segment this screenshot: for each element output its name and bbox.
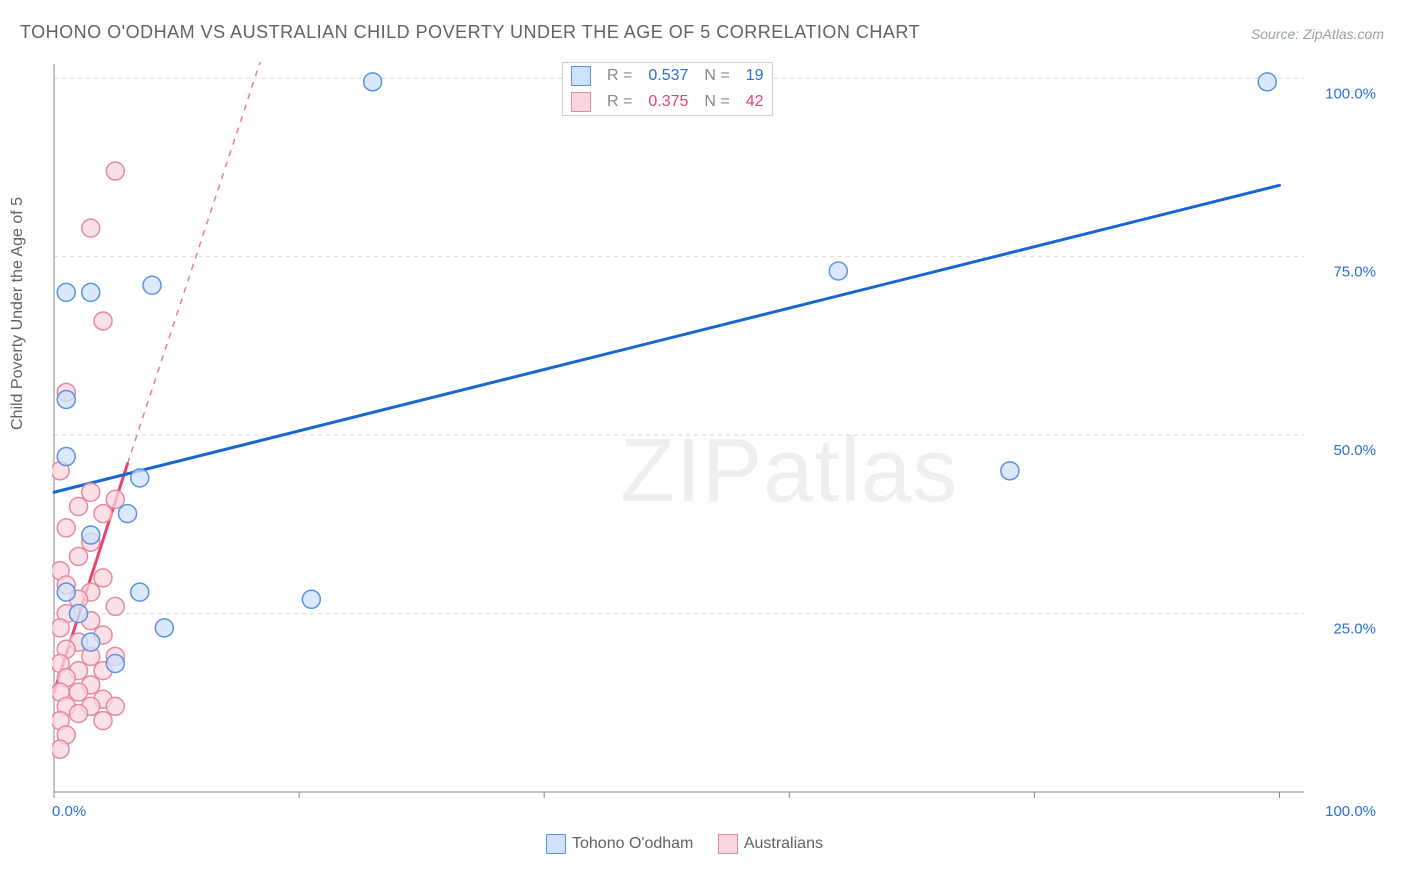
scatter-chart: 25.0% 50.0% 75.0% 100.0% 0.0% 100.0% [52, 62, 1384, 822]
legend-label: Tohono O'odham [572, 835, 693, 853]
stat-value: 0.375 [640, 89, 696, 115]
svg-text:100.0%: 100.0% [1325, 803, 1376, 820]
svg-text:25.0%: 25.0% [1333, 621, 1376, 638]
legend-label: Australians [744, 835, 823, 853]
legend-stats-row: R = 0.375 N = 42 [563, 89, 772, 115]
svg-text:75.0%: 75.0% [1333, 264, 1376, 281]
source-label: Source: ZipAtlas.com [1251, 26, 1384, 42]
legend-stats-row: R = 0.537 N = 19 [563, 63, 772, 89]
svg-text:100.0%: 100.0% [1325, 85, 1376, 102]
stat-value: 0.537 [640, 63, 696, 89]
stat-value: 19 [738, 63, 772, 89]
blue-swatch-icon [571, 66, 591, 86]
svg-text:0.0%: 0.0% [52, 803, 86, 820]
stat-label: N = [696, 89, 737, 115]
stat-label: R = [599, 63, 640, 89]
svg-text:50.0%: 50.0% [1333, 442, 1376, 459]
stat-label: N = [696, 63, 737, 89]
stat-label: R = [599, 89, 640, 115]
legend-stats: R = 0.537 N = 19 R = 0.375 N = 42 [562, 62, 773, 116]
stat-value: 42 [738, 89, 772, 115]
legend-series: Tohono O'odham Australians [536, 834, 833, 859]
y-axis-label: Child Poverty Under the Age of 5 [9, 197, 27, 430]
chart-title: TOHONO O'ODHAM VS AUSTRALIAN CHILD POVER… [20, 22, 920, 43]
legend-item: Australians [718, 834, 823, 854]
pink-swatch-icon [718, 834, 738, 854]
pink-swatch-icon [571, 92, 591, 112]
legend-item: Tohono O'odham [546, 834, 693, 854]
blue-swatch-icon [546, 834, 566, 854]
